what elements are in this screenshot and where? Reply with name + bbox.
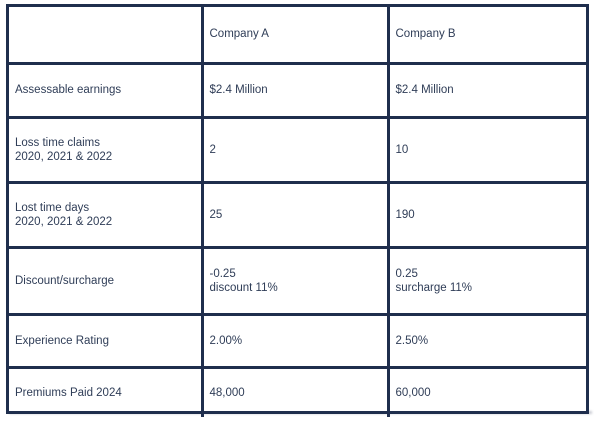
table-header-row: Company A Company B <box>9 7 586 65</box>
comparison-table-frame: Company A Company B Assessable earnings … <box>6 4 589 417</box>
header-cell-company-b: Company B <box>386 7 586 65</box>
table-row: Assessable earnings $2.4 Million $2.4 Mi… <box>9 61 586 119</box>
table-row: Premiums Paid 2024 48,000 60,000 <box>9 365 586 417</box>
table-row: Loss time claims 2020, 2021 & 2022 2 10 <box>9 115 586 184</box>
header-cell-company-a: Company A <box>200 7 390 65</box>
header-cell-empty <box>9 7 204 65</box>
company-b-value: 2.50% <box>386 312 586 369</box>
row-label: Experience Rating <box>9 312 204 369</box>
company-a-value: 48,000 <box>200 365 390 417</box>
row-label: Premiums Paid 2024 <box>9 365 204 417</box>
company-a-value: -0.25 discount 11% <box>200 245 390 316</box>
row-label: Lost time days 2020, 2021 & 2022 <box>9 180 204 249</box>
row-label: Assessable earnings <box>9 61 204 119</box>
company-b-value: 0.25 surcharge 11% <box>386 245 586 316</box>
company-b-value: $2.4 Million <box>386 61 586 119</box>
company-b-value: 190 <box>386 180 586 249</box>
table-row: Experience Rating 2.00% 2.50% <box>9 312 586 369</box>
table-row: Discount/surcharge -0.25 discount 11% 0.… <box>9 245 586 316</box>
company-b-value: 60,000 <box>386 365 586 417</box>
company-b-value: 10 <box>386 115 586 184</box>
comparison-table: Company A Company B Assessable earnings … <box>9 7 586 417</box>
table-row: Lost time days 2020, 2021 & 2022 25 190 <box>9 180 586 249</box>
row-label: Discount/surcharge <box>9 245 204 316</box>
company-a-value: 2.00% <box>200 312 390 369</box>
company-a-value: $2.4 Million <box>200 61 390 119</box>
company-a-value: 2 <box>200 115 390 184</box>
company-a-value: 25 <box>200 180 390 249</box>
row-label: Loss time claims 2020, 2021 & 2022 <box>9 115 204 184</box>
